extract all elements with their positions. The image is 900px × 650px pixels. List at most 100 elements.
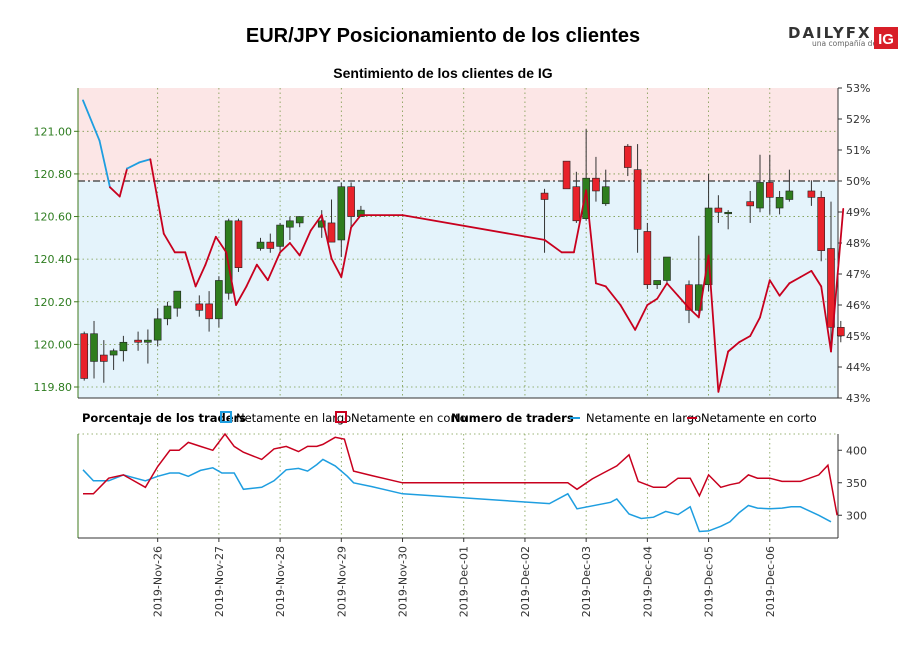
sentiment-segment [677, 294, 690, 310]
sentiment-tick-label: 43% [846, 392, 870, 405]
sentiment-tick-label: 47% [846, 268, 870, 281]
bearish-candle [714, 207, 723, 213]
sentiment-segment [749, 316, 761, 337]
ig-badge-text: IG [878, 31, 894, 48]
bullish-candle [653, 280, 661, 286]
date-label: 2019-Nov-28 [274, 546, 287, 617]
price-tick-label: 121.00 [34, 125, 73, 138]
sentiment-tick-label: 49% [846, 206, 870, 219]
date-label: 2019-Dec-04 [641, 546, 654, 617]
sentiment-segment [266, 251, 281, 282]
legend-num-label: Numero de traders [451, 411, 574, 425]
sentiment-segment [585, 189, 597, 285]
sentiment-segment [799, 269, 813, 279]
sentiment-segment [340, 226, 353, 279]
short-zone [78, 88, 838, 181]
traders-grid [78, 433, 838, 538]
bullish-candle [215, 280, 223, 320]
sentiment-segment [810, 269, 823, 288]
traders-lines [82, 432, 838, 533]
sentiment-segment [298, 229, 312, 257]
bearish-candle [817, 197, 826, 251]
date-label: 2019-Nov-26 [152, 546, 165, 617]
sentiment-segment [634, 304, 649, 331]
sentiment-segment [595, 282, 607, 288]
main-axes: 119.80 120.00 120.20 120.40 120.60 120.80 121.… [34, 82, 871, 405]
sentiment-segment [255, 263, 269, 282]
bullish-candle [785, 190, 794, 200]
sentiment-segment [350, 214, 362, 229]
price-tick-label: 120.60 [34, 211, 73, 224]
sentiment-segment [245, 263, 258, 288]
bullish-candle [256, 241, 265, 249]
bullish-candle [173, 290, 182, 309]
sentiment-tick-label: 45% [846, 330, 870, 343]
bullish-candle [109, 350, 118, 356]
bearish-candle [623, 145, 632, 168]
sentiment-tick-label: 46% [846, 299, 870, 312]
sentiment-segment [717, 350, 730, 393]
sentiment-segment [646, 297, 659, 306]
sentiment-segment [738, 335, 752, 344]
sentiment-segment [688, 307, 700, 319]
sentiment-tick-label: 53% [846, 82, 870, 95]
sentiment-segment [214, 235, 228, 254]
legend-pct-label: Porcentaje de los traders [82, 411, 246, 425]
bullish-candle [295, 216, 304, 224]
chart-subtitle: Sentimiento de los clientes de IG [333, 65, 552, 81]
ig-badge-icon [874, 27, 898, 49]
sentiment-segment [830, 207, 845, 353]
bullish-candle [775, 197, 784, 209]
sentiment-segment [204, 235, 217, 266]
price-tick-label: 120.40 [34, 253, 73, 266]
bearish-candle [633, 169, 642, 230]
date-label: 2019-Dec-01 [458, 546, 471, 617]
bullish-candle [276, 224, 284, 247]
price-tick-label: 120.00 [34, 338, 73, 351]
sentiment-segment [109, 186, 121, 198]
bearish-candle [266, 241, 275, 249]
sentiment-segment [820, 285, 832, 353]
legend-long-swatch [220, 411, 232, 423]
sentiment-segment [309, 214, 323, 232]
logo-brand: DAILYFX [788, 24, 872, 42]
sentiment-tick-label: 51% [846, 144, 870, 157]
sentiment-tick-label: 48% [846, 237, 870, 250]
sentiment-segment [235, 285, 248, 306]
bullish-candle [224, 220, 233, 294]
sentiment-segment [98, 139, 111, 189]
date-label: 2019-Dec-02 [519, 546, 532, 617]
bullish-candle [601, 186, 610, 205]
sentiment-segment [727, 341, 741, 353]
date-label: 2019-Dec-03 [580, 546, 593, 617]
traders-axes: 300 350 400 [77, 434, 867, 539]
sentiment-segment [288, 242, 301, 257]
logo-tagline: una compañía de [812, 39, 877, 48]
sentiment-line [82, 99, 845, 393]
sentiment-segment [768, 279, 781, 297]
price-tick-label: 120.80 [34, 168, 73, 181]
traders-short-line [83, 432, 838, 516]
bearish-candle [827, 248, 835, 328]
sentiment-segment [543, 238, 563, 254]
date-labels: 2019-Nov-26 2019-Nov-27 2019-Nov-28 2019-No… [152, 538, 777, 617]
sentiment-segment [118, 167, 128, 198]
bullish-candle [756, 182, 764, 209]
sentiment-background [78, 88, 838, 398]
sentiment-segment [788, 276, 802, 285]
bullish-candle [704, 207, 713, 286]
bearish-candle [540, 192, 549, 200]
sentiment-segment [138, 158, 152, 164]
price-tick-label: 119.80 [34, 381, 73, 394]
dailyfx-logo: DAILYFX una compañía de IG [788, 24, 898, 49]
bullish-candle [317, 220, 326, 228]
sentiment-segment [697, 254, 710, 319]
sentiment-segment [401, 214, 546, 241]
bearish-candle [685, 284, 693, 311]
bearish-candle [807, 190, 816, 198]
bullish-candle [90, 333, 98, 362]
sentiment-segment [149, 158, 165, 235]
bearish-candle [836, 327, 845, 337]
date-label: 2019-Dec-06 [764, 546, 777, 617]
